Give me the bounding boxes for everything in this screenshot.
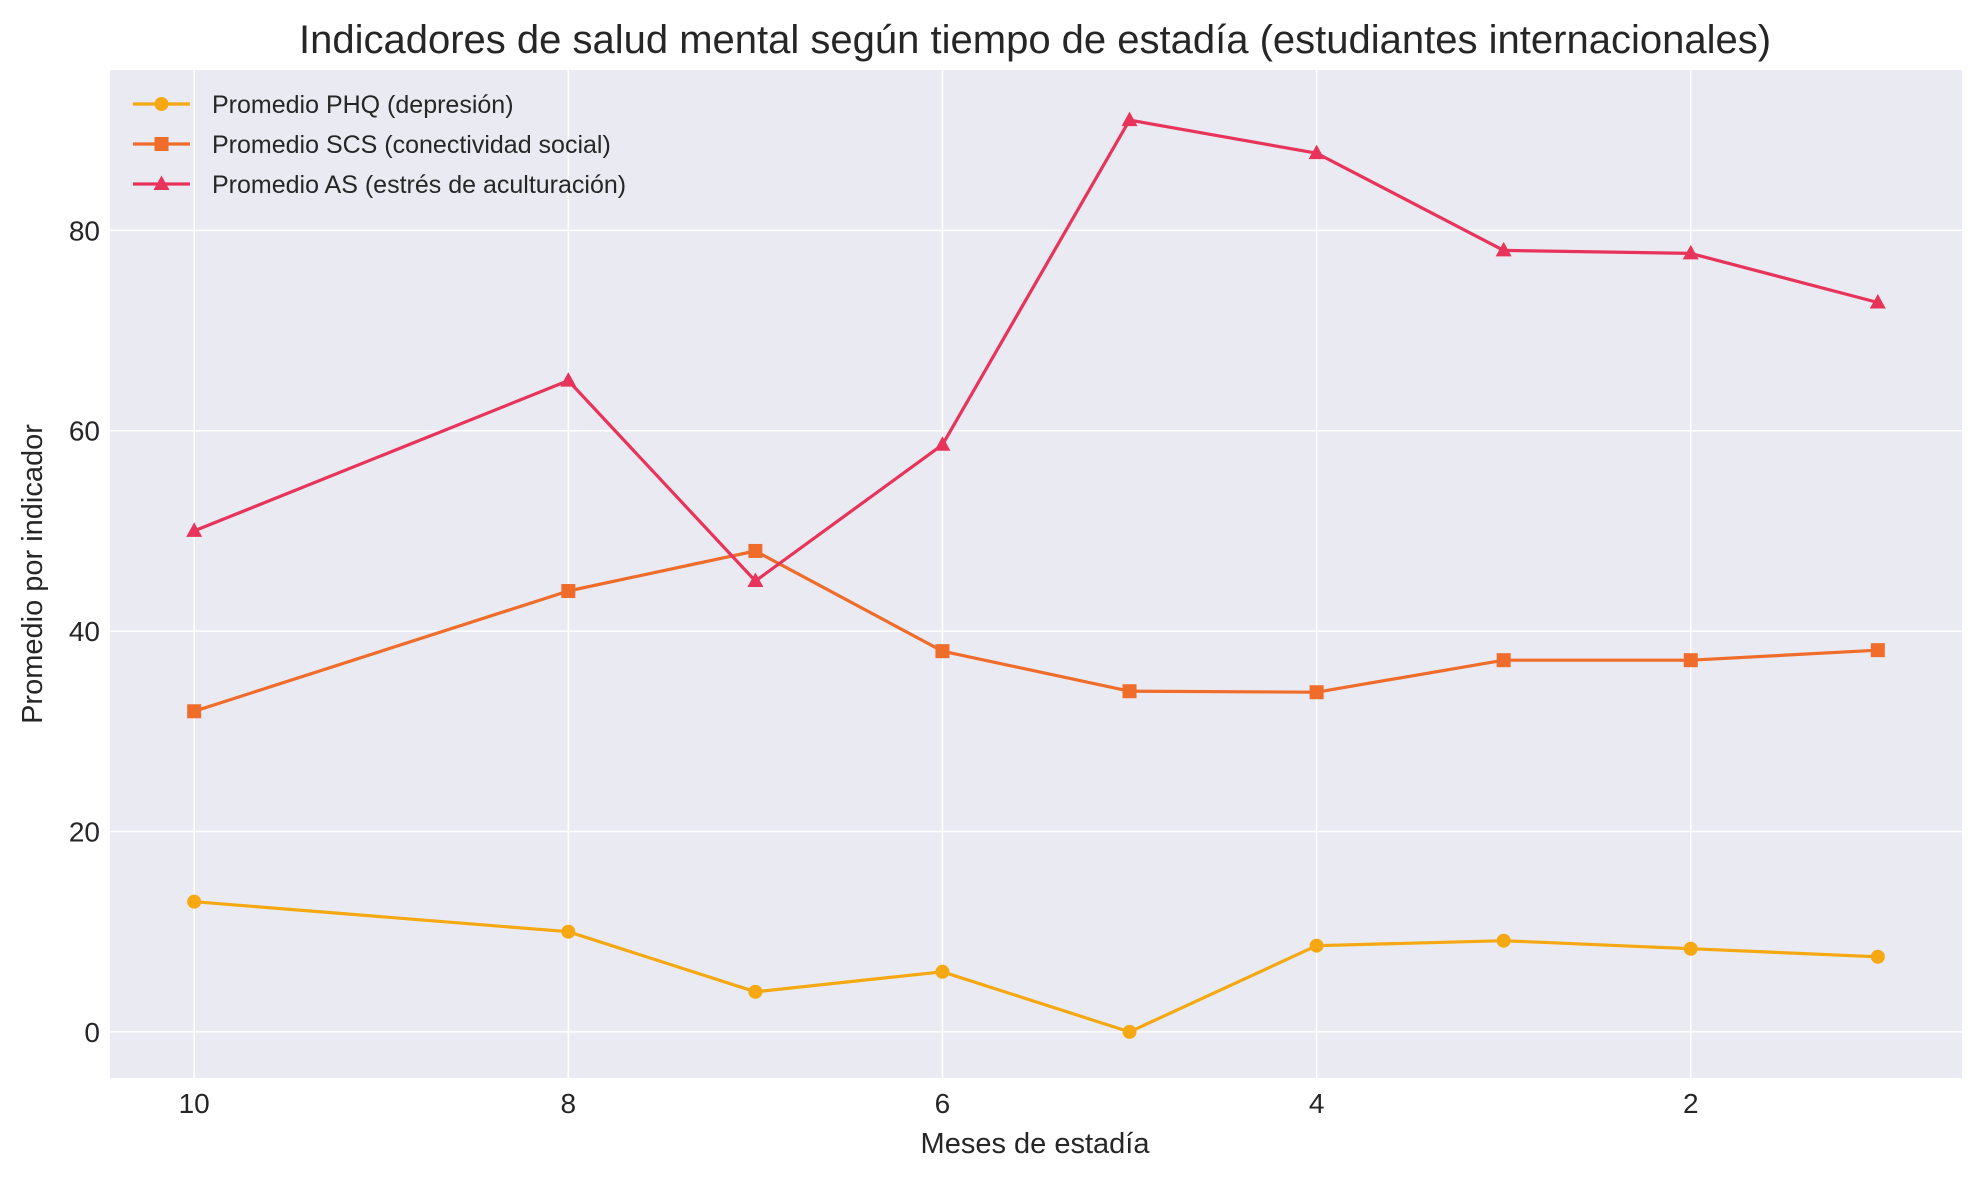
data-point	[1870, 949, 1885, 964]
legend-label: Promedio PHQ (depresión)	[212, 91, 514, 119]
data-point	[1496, 933, 1511, 948]
x-tick-label: 4	[1309, 1088, 1325, 1119]
y-axis-ticks: 0 20 40 60 80	[69, 215, 100, 1048]
x-tick-label: 6	[935, 1088, 951, 1119]
y-tick-label: 40	[69, 616, 100, 647]
legend-entry: Promedio SCS (conectividad social)	[133, 131, 611, 159]
data-point	[561, 924, 576, 939]
x-tick-label: 8	[561, 1088, 577, 1119]
series-2	[187, 543, 1885, 719]
data-point	[747, 572, 764, 588]
x-tick-label: 2	[1683, 1088, 1699, 1119]
data-point	[1869, 293, 1886, 309]
data-point	[560, 372, 577, 387]
x-axis-label: Meses de estadía	[921, 1128, 1151, 1160]
series-layer	[186, 111, 1886, 1039]
data-point	[1495, 241, 1512, 257]
data-point	[935, 964, 950, 979]
data-point	[748, 984, 763, 999]
x-axis-ticks: 10 8 6 4 2	[179, 1088, 1699, 1119]
legend: Promedio PHQ (depresión) Promedio SCS (co…	[133, 91, 626, 199]
legend-entry: Promedio AS (estrés de aculturación)	[133, 171, 626, 199]
grid-lines	[110, 70, 1962, 1078]
legend-marker	[154, 97, 169, 111]
y-tick-label: 60	[69, 416, 100, 447]
legend-label: Promedio AS (estrés de aculturación)	[212, 171, 626, 199]
legend-marker	[153, 175, 170, 190]
data-point	[1496, 653, 1511, 668]
legend-marker	[154, 137, 169, 151]
y-tick-label: 0	[84, 1017, 100, 1048]
series-1	[187, 894, 1885, 1039]
data-point	[1121, 111, 1138, 127]
data-point	[187, 894, 202, 909]
data-point	[1683, 941, 1698, 956]
data-point	[1682, 244, 1699, 260]
data-point	[1870, 643, 1885, 658]
y-axis-label: Promedio por indicador	[17, 424, 49, 724]
data-point	[186, 522, 203, 537]
y-tick-label: 20	[69, 817, 100, 848]
plot-area	[110, 70, 1962, 1078]
chart-title: Indicadores de salud mental según tiempo…	[299, 18, 1771, 62]
legend-label: Promedio SCS (conectividad social)	[212, 131, 611, 159]
data-point	[187, 704, 202, 719]
data-point	[748, 543, 763, 558]
data-point	[1309, 938, 1324, 953]
data-point	[1122, 1024, 1137, 1039]
x-tick-label: 10	[179, 1088, 210, 1119]
data-point	[934, 436, 951, 451]
data-point	[935, 644, 950, 659]
data-point	[1122, 684, 1137, 699]
data-point	[561, 584, 576, 599]
y-tick-label: 80	[69, 215, 100, 246]
series-3	[186, 111, 1886, 588]
legend-entry: Promedio PHQ (depresión)	[133, 91, 514, 119]
data-point	[1308, 144, 1325, 160]
data-point	[1683, 653, 1698, 668]
data-point	[1309, 685, 1324, 700]
